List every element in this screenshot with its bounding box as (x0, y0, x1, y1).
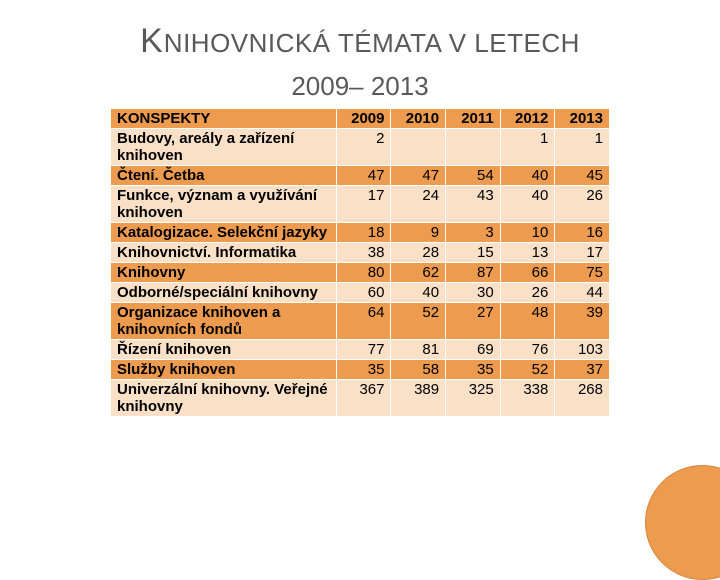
slide-title: KNIHOVNICKÁ TÉMATA V LETECH (0, 20, 720, 63)
row-value: 44 (555, 282, 610, 302)
row-value: 66 (500, 262, 555, 282)
slide-subtitle: 2009– 2013 (0, 71, 720, 102)
row-value: 9 (391, 222, 446, 242)
table-row: Čtení. Četba4747544045 (111, 165, 610, 185)
header-year: 2012 (500, 108, 555, 128)
table-row: Budovy, areály a zařízení knihoven2 11 (111, 128, 610, 165)
row-value: 3 (446, 222, 501, 242)
row-value: 45 (555, 165, 610, 185)
row-value: 30 (446, 282, 501, 302)
row-value: 15 (446, 242, 501, 262)
row-value: 1 (500, 128, 555, 165)
title-firstletter: K (140, 20, 164, 63)
data-table: KONSPEKTY 2009 2010 2011 2012 2013 Budov… (110, 108, 610, 417)
row-label: Organizace knihoven a knihovních fondů (111, 302, 337, 339)
header-year: 2013 (555, 108, 610, 128)
table-row: Katalogizace. Selekční jazyky18931016 (111, 222, 610, 242)
row-label: Katalogizace. Selekční jazyky (111, 222, 337, 242)
row-value: 76 (500, 339, 555, 359)
row-value: 27 (446, 302, 501, 339)
row-value: 338 (500, 379, 555, 416)
row-value: 54 (446, 165, 501, 185)
row-value: 16 (555, 222, 610, 242)
row-value: 58 (391, 359, 446, 379)
row-value: 17 (336, 185, 391, 222)
table-row: Služby knihoven3558355237 (111, 359, 610, 379)
header-year: 2010 (391, 108, 446, 128)
row-value: 28 (391, 242, 446, 262)
row-value: 77 (336, 339, 391, 359)
row-value (391, 128, 446, 165)
row-value: 80 (336, 262, 391, 282)
table-row: Univerzální knihovny. Veřejné knihovny36… (111, 379, 610, 416)
header-year: 2011 (446, 108, 501, 128)
row-value: 26 (500, 282, 555, 302)
table-row: Knihovny8062876675 (111, 262, 610, 282)
row-value: 37 (555, 359, 610, 379)
row-value: 69 (446, 339, 501, 359)
row-value: 40 (391, 282, 446, 302)
row-label: Knihovnictví. Informatika (111, 242, 337, 262)
table-body: Budovy, areály a zařízení knihoven2 11 Čt… (111, 128, 610, 416)
row-value: 17 (555, 242, 610, 262)
row-value: 10 (500, 222, 555, 242)
row-value: 64 (336, 302, 391, 339)
row-value (446, 128, 501, 165)
decorative-circle (645, 465, 720, 580)
row-value: 367 (336, 379, 391, 416)
table-row: Řízení knihoven77816976103 (111, 339, 610, 359)
row-label: Řízení knihoven (111, 339, 337, 359)
row-value: 40 (500, 185, 555, 222)
row-label: Funkce, význam a využívání knihoven (111, 185, 337, 222)
row-label: Knihovny (111, 262, 337, 282)
row-label: Univerzální knihovny. Veřejné knihovny (111, 379, 337, 416)
row-value: 38 (336, 242, 391, 262)
row-label: Budovy, areály a zařízení knihoven (111, 128, 337, 165)
title-rest: NIHOVNICKÁ TÉMATA V LETECH (164, 28, 580, 58)
table-row: Odborné/speciální knihovny6040302644 (111, 282, 610, 302)
row-value: 75 (555, 262, 610, 282)
row-value: 35 (336, 359, 391, 379)
row-value: 48 (500, 302, 555, 339)
row-value: 39 (555, 302, 610, 339)
row-value: 52 (391, 302, 446, 339)
row-value: 40 (500, 165, 555, 185)
row-label: Odborné/speciální knihovny (111, 282, 337, 302)
row-value: 26 (555, 185, 610, 222)
row-value: 52 (500, 359, 555, 379)
row-value: 2 (336, 128, 391, 165)
slide: KNIHOVNICKÁ TÉMATA V LETECH 2009– 2013 K… (0, 0, 720, 540)
row-value: 62 (391, 262, 446, 282)
table-header-row: KONSPEKTY 2009 2010 2011 2012 2013 (111, 108, 610, 128)
row-value: 325 (446, 379, 501, 416)
row-value: 60 (336, 282, 391, 302)
row-value: 389 (391, 379, 446, 416)
row-value: 24 (391, 185, 446, 222)
table-row: Funkce, význam a využívání knihoven17244… (111, 185, 610, 222)
row-value: 43 (446, 185, 501, 222)
row-value: 81 (391, 339, 446, 359)
row-label: Čtení. Četba (111, 165, 337, 185)
table-row: Knihovnictví. Informatika3828151317 (111, 242, 610, 262)
data-table-wrap: KONSPEKTY 2009 2010 2011 2012 2013 Budov… (110, 108, 610, 417)
row-value: 268 (555, 379, 610, 416)
row-value: 103 (555, 339, 610, 359)
row-value: 1 (555, 128, 610, 165)
row-value: 18 (336, 222, 391, 242)
row-value: 87 (446, 262, 501, 282)
header-label: KONSPEKTY (111, 108, 337, 128)
row-label: Služby knihoven (111, 359, 337, 379)
header-year: 2009 (336, 108, 391, 128)
row-value: 35 (446, 359, 501, 379)
row-value: 47 (391, 165, 446, 185)
row-value: 47 (336, 165, 391, 185)
row-value: 13 (500, 242, 555, 262)
table-row: Organizace knihoven a knihovních fondů64… (111, 302, 610, 339)
